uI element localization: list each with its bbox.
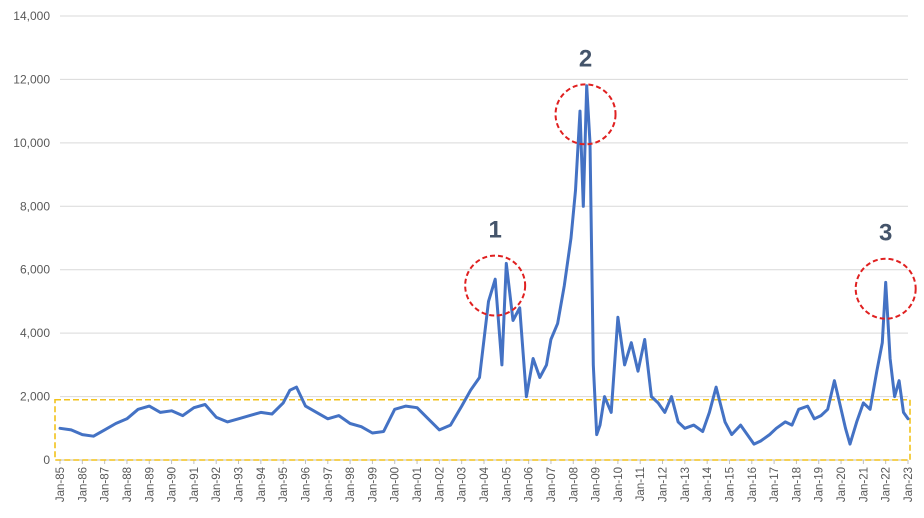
x-tick-label: Jan-20: [836, 467, 848, 502]
y-tick-label: 0: [43, 453, 50, 467]
x-tick-label: Jan-12: [658, 467, 670, 502]
x-tick-label: Jan-93: [234, 467, 246, 502]
x-tick-label: Jan-19: [814, 467, 826, 502]
y-tick-label: 6,000: [20, 263, 50, 277]
series-line: [58, 84, 910, 446]
x-tick-label: Jan-11: [635, 467, 647, 501]
x-tick-label: Jan-04: [479, 466, 491, 502]
x-tick-label: Jan-01: [412, 467, 424, 502]
x-tick-label: Jan-08: [568, 467, 580, 502]
x-tick-label: Jan-09: [591, 467, 603, 502]
x-tick-label: Jan-88: [122, 467, 134, 502]
annotation-circle: [464, 254, 527, 317]
x-tick-label: Jan-99: [367, 467, 379, 502]
x-tick-label: Jan-07: [546, 467, 558, 502]
annotation-circle: [854, 257, 917, 320]
annotation-label: 2: [579, 45, 592, 72]
x-tick-label: Jan-05: [501, 467, 513, 502]
x-tick-label: Jan-13: [680, 467, 692, 502]
x-tick-label: Jan-91: [189, 467, 201, 502]
x-tick-label: Jan-86: [77, 467, 89, 502]
x-tick-label: Jan-92: [211, 467, 223, 502]
x-tick-label: Jan-90: [167, 467, 179, 502]
x-tick-label: Jan-18: [791, 467, 803, 502]
x-tick-label: Jan-98: [345, 467, 357, 502]
x-tick-label: Jan-16: [747, 467, 759, 502]
annotation-circle: [554, 83, 617, 146]
x-tick-label: Jan-21: [858, 467, 870, 502]
x-tick-label: Jan-96: [300, 467, 312, 502]
x-tick-label: Jan-17: [769, 467, 781, 502]
x-tick-label: Jan-85: [55, 467, 67, 502]
x-axis-ticks: Jan-85 Jan-86 Jan-87 Jan-88 Jan-89 Jan-90 Jan-…: [55, 460, 915, 502]
x-tick-label: Jan-02: [434, 467, 446, 502]
x-tick-label: Jan-89: [144, 467, 156, 502]
annotations: 1 2 3: [464, 45, 917, 320]
annotation-label: 3: [879, 220, 892, 247]
y-axis-ticks: 0 2,000 4,000 6,000 8,000 10,000 12,000 14,000: [13, 9, 50, 467]
x-tick-label: Jan-94: [256, 466, 268, 502]
y-tick-label: 8,000: [20, 199, 50, 213]
x-tick-label: Jan-10: [613, 467, 625, 502]
x-tick-label: Jan-03: [457, 467, 469, 502]
gridlines: [60, 15, 908, 398]
annotation-label: 1: [488, 217, 501, 244]
y-tick-label: 12,000: [13, 72, 50, 86]
x-tick-label: Jan-87: [100, 467, 112, 502]
highlight-band: [54, 398, 911, 461]
y-tick-label: 14,000: [13, 9, 50, 23]
x-tick-label: Jan-00: [390, 467, 402, 502]
y-tick-label: 10,000: [13, 136, 50, 150]
x-tick-label: Jan-95: [278, 467, 290, 502]
y-tick-label: 2,000: [20, 390, 50, 404]
x-tick-label: Jan-22: [881, 467, 893, 502]
x-tick-label: Jan-15: [724, 467, 736, 502]
y-tick-label: 4,000: [20, 326, 50, 340]
x-tick-label: Jan-23: [903, 467, 915, 502]
x-tick-label: Jan-97: [323, 467, 335, 502]
x-tick-label: Jan-14: [702, 466, 714, 502]
x-tick-label: Jan-06: [524, 467, 536, 502]
